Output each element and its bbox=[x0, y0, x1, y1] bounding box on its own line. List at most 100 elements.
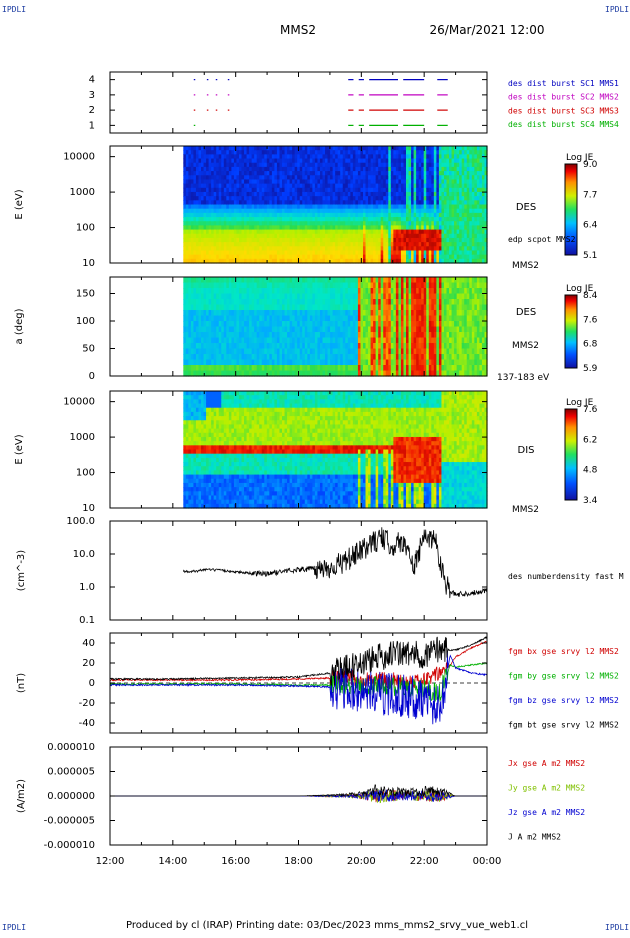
spectrogram-cell bbox=[373, 146, 377, 151]
spectrogram-cell bbox=[330, 158, 334, 164]
spectrogram-cell bbox=[289, 246, 293, 252]
spectrogram-cell bbox=[287, 212, 291, 218]
spectrogram-cell bbox=[198, 321, 202, 328]
spectrogram-cell bbox=[362, 146, 367, 151]
spectrogram-cell bbox=[228, 175, 232, 181]
spectrogram-cell bbox=[327, 217, 331, 222]
spectrogram-cell bbox=[406, 217, 410, 222]
spectrogram-cell bbox=[330, 183, 334, 189]
spectrogram-cell bbox=[360, 208, 364, 214]
spectrogram-cell bbox=[249, 208, 253, 214]
spectrogram-cell bbox=[325, 183, 329, 189]
spectrogram-cell bbox=[195, 150, 200, 155]
spectrogram-cell bbox=[428, 246, 432, 252]
spectrogram-cell bbox=[211, 242, 215, 247]
spectrogram-cell bbox=[223, 162, 227, 168]
spectrogram-cell bbox=[395, 204, 400, 210]
spectrogram-cell bbox=[403, 191, 407, 197]
spectrogram-cell bbox=[198, 299, 202, 306]
spectrogram-cell bbox=[193, 288, 197, 295]
spectrogram-cell bbox=[266, 233, 270, 239]
spectrogram-cell bbox=[362, 154, 367, 160]
spectrogram-cell bbox=[454, 171, 458, 176]
spectrogram-cell bbox=[274, 221, 278, 226]
spectrogram-cell bbox=[307, 217, 311, 222]
spectrogram-cell bbox=[469, 162, 473, 168]
spectrogram-cell bbox=[438, 166, 443, 172]
spectrogram-cell bbox=[266, 146, 270, 151]
spectrogram-cell bbox=[249, 158, 253, 164]
spectrogram-cell bbox=[325, 250, 329, 256]
spectrogram-cell bbox=[183, 187, 187, 193]
spectrogram-cell bbox=[203, 208, 207, 214]
spectrogram-cell bbox=[456, 237, 460, 243]
spectrogram-cell bbox=[355, 233, 359, 239]
spectrogram-cell bbox=[203, 158, 207, 164]
spectrogram-cell bbox=[330, 196, 334, 201]
spectrogram-cell bbox=[345, 204, 349, 210]
spectrogram-cell bbox=[185, 299, 189, 306]
spectrogram-cell bbox=[319, 217, 324, 222]
spectrogram-cell bbox=[330, 225, 334, 231]
spectrogram-cell bbox=[418, 254, 422, 260]
spectrogram-cell bbox=[226, 246, 230, 252]
spectrogram-cell bbox=[195, 162, 200, 168]
spectrogram-cell bbox=[206, 162, 210, 168]
spectrogram-cell bbox=[269, 175, 273, 181]
spectrogram-cell bbox=[411, 246, 415, 252]
spectrogram-cell bbox=[218, 225, 222, 231]
spectrogram-cell bbox=[274, 242, 278, 247]
spectrogram-cell bbox=[408, 254, 412, 260]
spectrogram-cell bbox=[418, 204, 422, 210]
spectrogram-cell bbox=[297, 208, 301, 214]
spectrogram-cell bbox=[226, 225, 230, 231]
spectrogram-cell bbox=[271, 258, 276, 264]
spectrogram-cell bbox=[383, 254, 387, 260]
spectrogram-cell bbox=[390, 225, 394, 231]
spectrogram-cell bbox=[256, 183, 260, 189]
spectrogram-cell bbox=[287, 146, 291, 151]
spectrogram-cell bbox=[249, 217, 253, 222]
spectrogram-cell bbox=[314, 237, 319, 243]
spectrogram-cell bbox=[413, 212, 417, 218]
spectrogram-cell bbox=[198, 217, 202, 222]
spectrogram-cell bbox=[416, 246, 420, 252]
spectrogram-cell bbox=[307, 196, 311, 201]
spectrogram-cell bbox=[314, 225, 319, 231]
spectrogram-cell bbox=[481, 246, 486, 252]
spectrogram-cell bbox=[193, 196, 197, 201]
spectrogram-cell bbox=[464, 200, 468, 206]
spectrogram-cell bbox=[428, 187, 432, 193]
spectrogram-cell bbox=[233, 254, 238, 260]
spectrogram-cell bbox=[259, 217, 263, 222]
spectrogram-cell bbox=[355, 229, 359, 235]
spectrogram-cell bbox=[208, 175, 212, 181]
spectrogram-cell bbox=[327, 171, 331, 176]
spectrogram-cell bbox=[484, 221, 488, 226]
spectrogram-cell bbox=[393, 212, 397, 218]
spectrogram-cell bbox=[279, 233, 283, 239]
spectrogram-cell bbox=[208, 162, 212, 168]
spectrogram-cell bbox=[190, 277, 195, 284]
spectrogram-cell bbox=[188, 293, 192, 300]
spectrogram-cell bbox=[206, 299, 210, 306]
spectrogram-cell bbox=[337, 208, 341, 214]
spectrogram-cell bbox=[223, 258, 227, 264]
spectrogram-cell bbox=[330, 162, 334, 168]
spectrogram-cell bbox=[231, 217, 235, 222]
spectrogram-cell bbox=[190, 246, 195, 252]
spectrogram-cell bbox=[274, 150, 278, 155]
spectrogram-cell bbox=[256, 237, 260, 243]
spectrogram-cell bbox=[471, 246, 475, 252]
spectrogram-cell bbox=[269, 229, 273, 235]
spectrogram-cell bbox=[390, 166, 394, 172]
spectrogram-cell bbox=[203, 326, 207, 333]
spectrogram-cell bbox=[360, 217, 364, 222]
spectrogram-cell bbox=[201, 229, 205, 235]
spectrogram-cell bbox=[203, 233, 207, 239]
spectrogram-cell bbox=[284, 254, 288, 260]
spectrogram-cell bbox=[299, 162, 303, 168]
spectrogram-cell bbox=[287, 217, 291, 222]
spectrogram-cell bbox=[206, 200, 210, 206]
spectrogram-cell bbox=[249, 233, 253, 239]
